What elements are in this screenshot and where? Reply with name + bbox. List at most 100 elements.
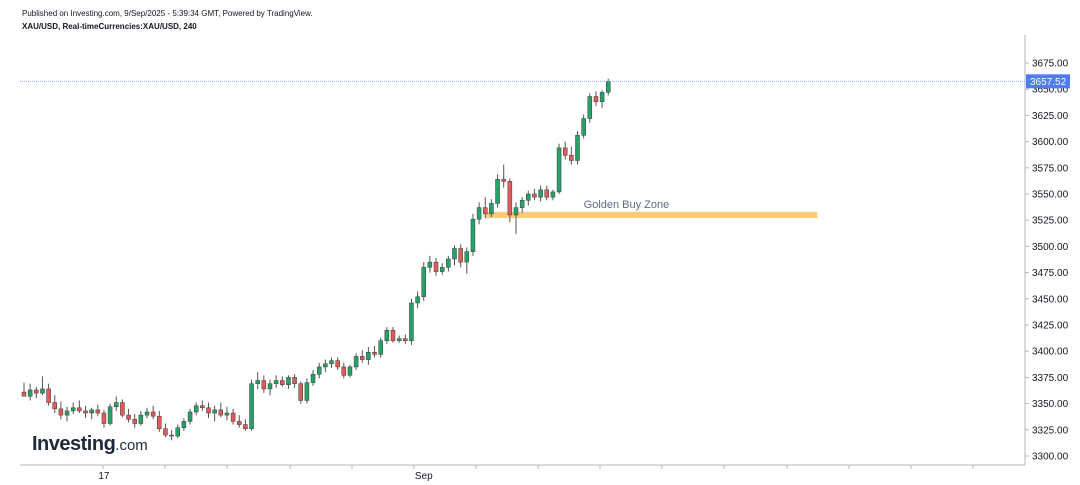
candle-body — [489, 203, 494, 215]
candle-body — [316, 366, 322, 375]
candle-body — [101, 412, 107, 424]
y-tick-label: 3350.00 — [1032, 399, 1069, 410]
candle-body — [224, 412, 230, 416]
candle-body — [114, 402, 119, 407]
candle-body — [144, 411, 150, 416]
candle-body — [200, 405, 205, 409]
candle-body — [181, 421, 187, 428]
axes: 3300.00 3325.00 3350.00 3375.00 3400.00 3425.… — [20, 35, 1069, 482]
candle-body — [403, 338, 408, 341]
candle-body — [606, 81, 611, 93]
candle-body — [526, 193, 531, 201]
price-layer: 3657.52 — [20, 74, 1070, 89]
candle-body — [52, 402, 57, 410]
candle-body — [83, 410, 88, 414]
y-tick-label: 3550.00 — [1032, 190, 1069, 201]
investing-logo: Investing.com — [32, 433, 148, 456]
candle-body — [415, 296, 420, 304]
candle-body — [341, 366, 347, 376]
y-tick-label: 3375.00 — [1032, 373, 1069, 384]
candle-body — [390, 329, 396, 341]
candle-body — [329, 360, 334, 365]
candle-body — [587, 96, 593, 119]
candle-body — [538, 189, 543, 198]
candle-body — [163, 428, 168, 436]
candle-body — [464, 251, 470, 263]
candle-body — [40, 388, 45, 394]
candle-body — [433, 261, 439, 272]
candle-body — [280, 380, 285, 385]
candles — [21, 78, 611, 441]
candle-body — [95, 409, 101, 414]
y-tick-label: 3500.00 — [1032, 242, 1069, 253]
candle-body — [175, 427, 180, 437]
candle-body — [409, 302, 414, 341]
y-tick-label: 3475.00 — [1032, 268, 1069, 279]
candle-body — [427, 261, 433, 268]
candle-body — [519, 200, 525, 208]
golden-buy-zone — [485, 211, 818, 219]
candle-body — [132, 419, 137, 424]
candle-body — [569, 154, 574, 161]
y-tick-label: 3575.00 — [1032, 163, 1069, 174]
candle-body — [384, 329, 390, 341]
candle-body — [458, 248, 463, 263]
candle-body — [298, 383, 303, 401]
candle-body — [77, 407, 82, 412]
candle-body — [193, 405, 199, 413]
y-tick-label: 3300.00 — [1032, 452, 1069, 463]
candle-body — [255, 380, 260, 384]
candle-body — [261, 380, 267, 390]
candle-body — [34, 389, 39, 394]
candle-body — [323, 363, 328, 368]
candle-body — [335, 360, 340, 368]
candle-body — [562, 147, 568, 156]
last-price-label: 3657.52 — [1030, 77, 1067, 88]
chart-header: Published on Investing.com, 9/Sep/2025 -… — [22, 8, 313, 34]
candle-body — [273, 380, 279, 384]
candle-body — [249, 383, 254, 430]
candle-body — [599, 92, 605, 103]
candle-body — [243, 424, 248, 430]
candle-body — [507, 181, 513, 216]
candle-body — [366, 351, 371, 360]
last-price-badge — [1026, 74, 1070, 89]
candle-body — [237, 421, 242, 425]
candle-body — [452, 248, 457, 260]
candle-body — [353, 356, 359, 368]
candle-body — [483, 207, 488, 215]
candle-body — [267, 383, 273, 390]
candle-body — [347, 366, 353, 376]
candle-body — [372, 351, 377, 355]
candle-body — [421, 267, 426, 297]
y-tick-label: 3325.00 — [1032, 425, 1069, 436]
y-tick-label: 3400.00 — [1032, 347, 1069, 358]
candle-body — [150, 411, 156, 417]
candle-body — [107, 406, 113, 424]
candle-body — [70, 407, 76, 412]
y-tick-label: 3450.00 — [1032, 294, 1069, 305]
candle-body — [532, 193, 537, 198]
candle-body — [575, 135, 580, 161]
candle-body — [286, 377, 291, 385]
candle-body — [550, 191, 556, 198]
candle-body — [58, 408, 64, 416]
candle-body — [544, 189, 549, 198]
candle-body — [64, 410, 70, 416]
zone-label: Golden Buy Zone — [584, 199, 670, 211]
candle-body — [27, 389, 33, 397]
candle-body — [21, 391, 27, 397]
y-tick-label: 3600.00 — [1032, 137, 1069, 148]
candle-body — [556, 147, 562, 193]
published-note: Published on Investing.com, 9/Sep/2025 -… — [22, 9, 313, 18]
candle-body — [187, 411, 193, 422]
y-tick-label: 3525.00 — [1032, 216, 1069, 227]
y-tick-label: 3675.00 — [1032, 59, 1069, 70]
candle-body — [157, 415, 162, 430]
candle-body — [126, 414, 131, 420]
x-tick-label: Sep — [415, 471, 433, 482]
symbol-title: XAU/USD, Real-timeCurrencies:XAU/USD, 24… — [22, 22, 197, 31]
candle-body — [501, 179, 506, 182]
candle-body — [120, 402, 125, 416]
